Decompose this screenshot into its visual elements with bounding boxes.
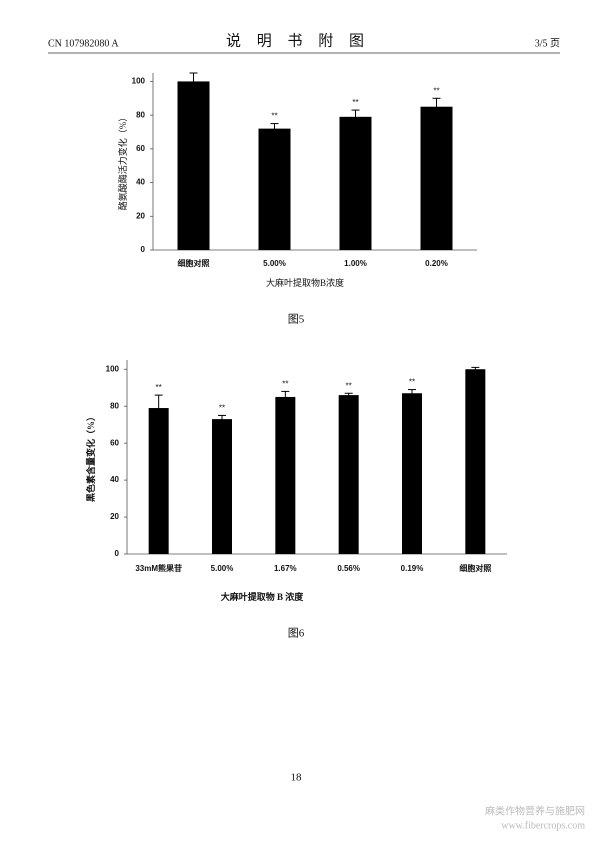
- bar: [275, 396, 296, 554]
- x-axis-label: 大麻叶提取物 B 浓度: [221, 591, 305, 602]
- bar: [465, 369, 486, 554]
- bar: [420, 106, 453, 250]
- bar: [258, 128, 291, 250]
- header-right: 3/5 页: [535, 37, 560, 49]
- x-tick-label: 33mM熊果苷: [135, 563, 182, 573]
- y-tick-label: 0: [115, 549, 120, 558]
- x-tick-label: 0.19%: [401, 564, 424, 573]
- bar: [339, 116, 372, 250]
- bar: [402, 393, 422, 554]
- y-tick-label: 60: [136, 144, 145, 153]
- significance-label: **: [282, 380, 288, 389]
- x-tick-label: 细胞对照: [459, 563, 491, 573]
- y-tick-label: 20: [136, 211, 145, 220]
- page-number: 18: [291, 772, 303, 784]
- header-left: CN 107982080 A: [48, 38, 119, 49]
- y-tick-label: 80: [136, 110, 145, 119]
- significance-label: **: [409, 378, 415, 387]
- bar: [338, 395, 359, 554]
- y-tick-label: 40: [136, 178, 145, 187]
- significance-label: **: [219, 404, 225, 413]
- header-title: 说 明 书 附 图: [226, 32, 370, 49]
- x-tick-label: 0.56%: [337, 564, 360, 573]
- significance-label: **: [271, 112, 277, 121]
- x-axis-label: 大麻叶提取物B浓度: [266, 277, 344, 288]
- significance-label: **: [156, 383, 162, 392]
- y-tick-label: 60: [110, 438, 119, 447]
- x-tick-label: 5.00%: [211, 564, 234, 573]
- y-tick-label: 0: [141, 245, 146, 254]
- y-tick-label: 100: [132, 77, 146, 86]
- x-tick-label: 1.67%: [274, 564, 297, 573]
- y-tick-label: 20: [110, 512, 119, 521]
- x-tick-label: 0.20%: [425, 259, 448, 268]
- x-tick-label: 1.00%: [344, 259, 367, 268]
- y-tick-label: 100: [106, 364, 120, 373]
- bar: [212, 419, 232, 554]
- bar: [148, 408, 169, 554]
- figure-caption: 图5: [288, 313, 305, 326]
- watermark: www.fibercrops.com: [501, 820, 585, 831]
- y-axis-label: 黑色素含量变化（%）: [85, 412, 96, 502]
- x-tick-label: 细胞对照: [178, 258, 210, 268]
- watermark: 麻类作物营养与施肥网: [485, 804, 585, 817]
- significance-label: **: [346, 381, 352, 390]
- significance-label: **: [433, 86, 439, 95]
- significance-label: **: [352, 98, 358, 107]
- y-tick-label: 40: [110, 475, 119, 484]
- figure-caption: 图6: [288, 627, 305, 640]
- bar: [177, 81, 210, 250]
- x-tick-label: 5.00%: [263, 259, 286, 268]
- y-tick-label: 80: [110, 401, 119, 410]
- y-axis-label: 酪氨酸酶活力变化（%）: [117, 113, 128, 211]
